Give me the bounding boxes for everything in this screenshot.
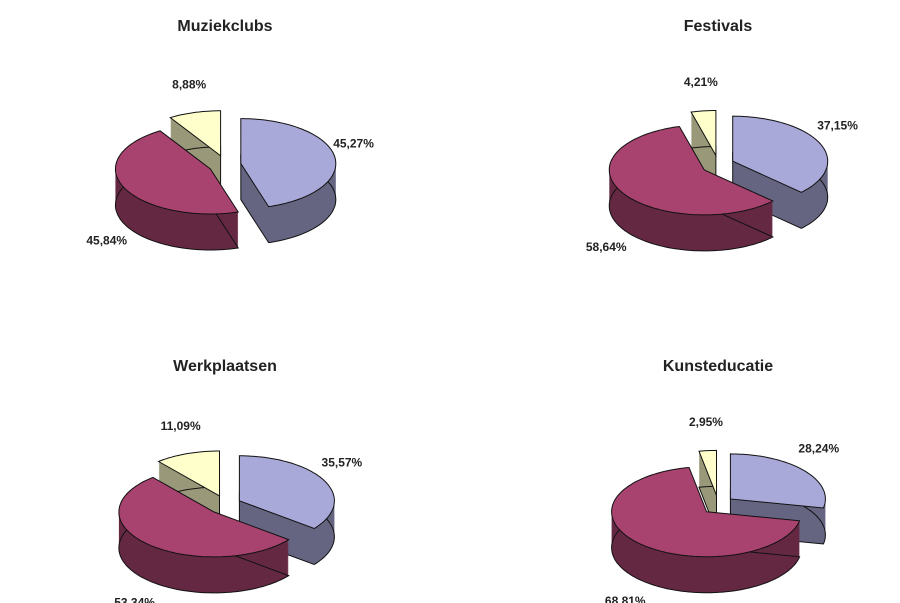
slice: [240, 118, 337, 208]
data-label: 35,57%: [322, 455, 363, 469]
data-label: 11,09%: [161, 419, 201, 433]
slice: [157, 450, 221, 497]
data-label: 58,64%: [586, 240, 627, 254]
slice: [608, 125, 775, 216]
data-label: 45,84%: [86, 233, 127, 247]
slice: [732, 115, 829, 193]
chart-title: Kunsteducatie: [663, 358, 773, 375]
slice: [114, 130, 240, 215]
data-label: 8,88%: [172, 77, 206, 91]
data-label: 4,21%: [684, 75, 718, 89]
slice: [729, 453, 826, 509]
data-label: 45,27%: [333, 136, 374, 150]
slice: [118, 476, 290, 558]
slice: [690, 110, 717, 158]
slice: [169, 110, 222, 157]
data-label: 68,81%: [605, 594, 646, 603]
data-label: 37,15%: [817, 119, 858, 133]
data-label: 2,95%: [689, 415, 723, 429]
chart-title: Werkplaatsen: [173, 358, 277, 375]
data-label: 53.34%: [114, 595, 155, 603]
slice: [698, 449, 718, 496]
chart-title: Festivals: [684, 18, 753, 35]
slice: [611, 466, 801, 558]
data-label: 28,24%: [798, 441, 839, 455]
slice-outline: [118, 512, 290, 594]
chart-title: Muziekclubs: [177, 18, 272, 35]
slice: [238, 455, 335, 530]
